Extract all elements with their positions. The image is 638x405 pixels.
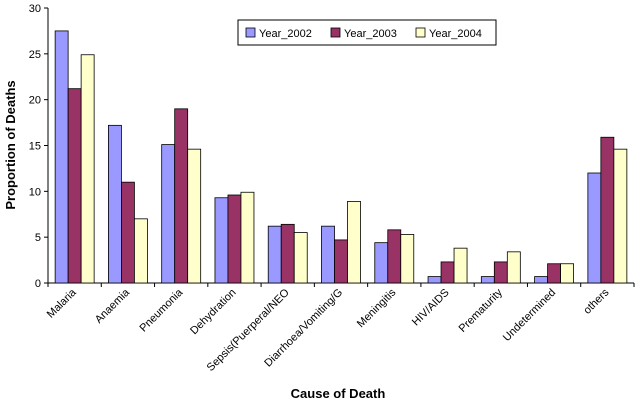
x-tick-label: Pneumonia: [137, 286, 185, 334]
bar-year-2004: [400, 234, 415, 284]
legend-box: [237, 19, 497, 46]
bar-year-2003: [493, 261, 508, 284]
x-tick-label: Undetermined: [501, 287, 558, 344]
x-tick-label: Prematurity: [457, 286, 506, 335]
x-tick-label: Dehydration: [188, 287, 238, 337]
y-tick-label: 20: [29, 95, 41, 107]
legend-swatch: [415, 27, 426, 38]
y-tick-label: 15: [29, 141, 41, 153]
bar-year-2004: [240, 191, 255, 284]
bar-year-2003: [174, 108, 189, 284]
bar-year-2004: [134, 218, 148, 284]
bar-year-2004: [293, 232, 308, 284]
y-tick-label: 5: [35, 232, 41, 244]
bar-year-2004: [560, 263, 574, 284]
legend-label: Year_2002: [259, 28, 312, 40]
bar-year-2004: [347, 201, 361, 284]
legend-label: Year_2003: [344, 28, 397, 40]
bar-year-2002: [587, 172, 602, 284]
bar-year-2004: [80, 54, 95, 284]
legend-label: Year_2004: [429, 28, 482, 40]
bar-year-2002: [534, 276, 548, 284]
bar-year-2002: [54, 30, 69, 284]
y-tick-label: 25: [29, 49, 41, 61]
x-tick-label: HIV/AIDS: [410, 287, 452, 329]
x-axis-title: Cause of Death: [291, 386, 386, 401]
legend-swatch: [330, 27, 341, 38]
bar-year-2003: [227, 194, 242, 284]
bar-year-2003: [440, 261, 455, 284]
bar-year-2003: [67, 88, 82, 284]
y-axis-title: Proportion of Deaths: [3, 80, 18, 209]
bar-year-2002: [321, 225, 335, 284]
legend-swatch: [245, 27, 256, 38]
y-tick-label: 30: [29, 3, 41, 15]
x-tick-label: Malaria: [45, 286, 80, 321]
x-tick-label: Meningitis: [355, 286, 399, 330]
y-tick-label: 0: [35, 278, 41, 290]
bar-year-2004: [187, 148, 202, 284]
bar-year-2004: [613, 148, 628, 284]
bar-year-2003: [280, 223, 295, 284]
bar-year-2002: [374, 242, 389, 284]
bar-year-2003: [121, 181, 135, 284]
bar-year-2002: [214, 197, 229, 284]
x-tick-label: Anaemia: [93, 286, 133, 326]
x-tick-label: others: [581, 286, 611, 316]
bar-year-2004: [506, 251, 521, 284]
bar-year-2002: [161, 144, 176, 284]
bar-year-2003: [387, 229, 402, 284]
bar-year-2004: [453, 247, 468, 284]
bar-year-2002: [427, 276, 442, 284]
bar-year-2003: [334, 239, 348, 284]
bar-year-2003: [547, 263, 561, 284]
y-tick-label: 10: [29, 186, 41, 198]
bar-year-2002: [480, 276, 495, 284]
bar-year-2002: [267, 225, 282, 284]
bar-year-2002: [108, 124, 122, 284]
bar-year-2003: [600, 136, 615, 284]
